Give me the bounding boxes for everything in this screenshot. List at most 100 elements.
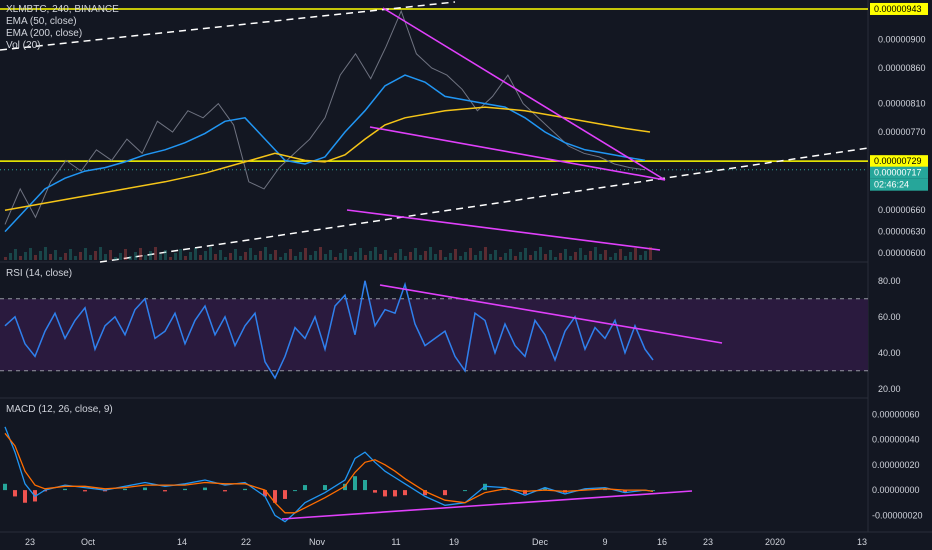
macd-histogram-bar <box>263 490 267 497</box>
volume-bar <box>564 249 567 260</box>
macd-histogram-bar <box>373 490 377 493</box>
volume-bar <box>599 254 602 260</box>
time-tick-label: Oct <box>81 537 96 547</box>
macd-title[interactable]: MACD (12, 26, close, 9) <box>6 404 113 415</box>
support-price-tag[interactable]: 0.00000729 <box>874 156 922 166</box>
volume-bar <box>114 257 117 260</box>
ema50-legend[interactable]: EMA (50, close) <box>6 16 77 27</box>
time-tick-label: 23 <box>703 537 713 547</box>
macd-panel[interactable] <box>3 426 693 523</box>
volume-bar <box>539 247 542 260</box>
volume-bar <box>589 251 592 260</box>
volume-bar <box>359 248 362 260</box>
volume-bar <box>344 249 347 260</box>
volume-bar <box>134 252 137 260</box>
volume-bar <box>119 253 122 260</box>
volume-bar <box>569 256 572 260</box>
volume-bar <box>49 254 52 260</box>
macd-line <box>4 426 654 523</box>
volume-bar <box>69 249 72 260</box>
volume-bar <box>424 251 427 260</box>
volume-bar <box>449 253 452 260</box>
rsi-tick-label: 20.00 <box>878 384 901 394</box>
volume-legend[interactable]: Vol (20) <box>6 40 41 51</box>
volume-bar <box>514 256 517 260</box>
volume-bar <box>309 255 312 260</box>
macd-histogram-bar <box>273 490 277 503</box>
volume-bar <box>409 252 412 260</box>
volume-bar <box>609 257 612 260</box>
macd-histogram-bar <box>623 490 627 493</box>
symbol-title[interactable]: XLMBTC, 240, BINANCE <box>6 4 119 15</box>
volume-bar <box>604 250 607 260</box>
volume-bar <box>269 254 272 260</box>
time-tick-label: 19 <box>449 537 459 547</box>
volume-bar <box>404 256 407 260</box>
volume-bar <box>4 257 7 260</box>
volume-bar <box>354 252 357 260</box>
volume-bar <box>349 256 352 260</box>
volume-bar <box>34 255 37 260</box>
volume-bar <box>579 248 582 260</box>
time-tick-label: 2020 <box>765 537 785 547</box>
macd-histogram-bar <box>23 490 27 503</box>
volume-bar <box>394 253 397 260</box>
ema200-legend[interactable]: EMA (200, close) <box>6 28 83 39</box>
volume-bar <box>39 251 42 260</box>
price-panel[interactable]: 0.00000943 0.00000729 0.00000717 02:46:24 <box>0 1 928 263</box>
upper-channel-line <box>0 1 456 51</box>
rsi-title[interactable]: RSI (14, close) <box>6 268 73 279</box>
volume-bar <box>304 248 307 260</box>
volume-bar <box>264 247 267 260</box>
volume-bar <box>459 256 462 260</box>
volume-bar <box>314 251 317 260</box>
rsi-panel[interactable] <box>0 280 868 380</box>
volume-bar <box>29 248 32 260</box>
volume-bar <box>494 250 497 260</box>
macd-histogram-bar <box>393 490 397 497</box>
countdown-tag[interactable]: 02:46:24 <box>874 180 909 190</box>
volume-bar <box>419 255 422 260</box>
volume-bar <box>274 250 277 260</box>
price-legend: XLMBTC, 240, BINANCE EMA (50, close) EMA… <box>6 4 119 52</box>
macd-histogram-bar <box>293 490 297 492</box>
volume-bar <box>649 247 652 260</box>
volume-bar <box>294 256 297 260</box>
macd-histogram-bar <box>383 490 387 497</box>
macd-histogram-bar <box>353 476 357 491</box>
resistance-price-tag[interactable]: 0.00000943 <box>874 4 922 14</box>
volume-bar <box>524 248 527 260</box>
macd-histogram-bar <box>363 480 367 491</box>
volume-bar <box>104 254 107 260</box>
time-tick-label: 11 <box>391 537 400 547</box>
volume-bar <box>339 253 342 260</box>
volume-bar <box>554 257 557 260</box>
current-price-tag[interactable]: 0.00000717 <box>874 168 922 178</box>
volume-bar <box>74 256 77 260</box>
price-close-line <box>4 9 646 225</box>
volume-bar <box>534 251 537 260</box>
macd-histogram-bar <box>443 490 447 496</box>
volume-bar <box>214 254 217 260</box>
price-tick-label: 0.00000630 <box>878 227 926 237</box>
macd-histogram-bar <box>223 490 227 492</box>
macd-histogram-bar <box>543 487 547 491</box>
volume-bar <box>594 247 597 260</box>
volume-bar <box>229 253 232 260</box>
time-tick-label: 9 <box>602 537 607 547</box>
volume-bar <box>94 251 97 260</box>
rsi-line <box>4 280 654 380</box>
support-price-tag-bg <box>870 155 928 168</box>
descending-trendline-lower <box>369 126 666 181</box>
price-tick-label: 0.00000660 <box>878 205 926 215</box>
volume-bar <box>519 252 522 260</box>
volume-bar <box>169 257 172 260</box>
volume-bar <box>319 247 322 260</box>
volume-bar <box>184 256 187 260</box>
volume-bar <box>369 251 372 260</box>
volume-bar <box>204 251 207 260</box>
rsi-tick-label: 80.00 <box>878 276 901 286</box>
volume-bar <box>439 250 442 260</box>
volume-bar <box>634 248 637 260</box>
